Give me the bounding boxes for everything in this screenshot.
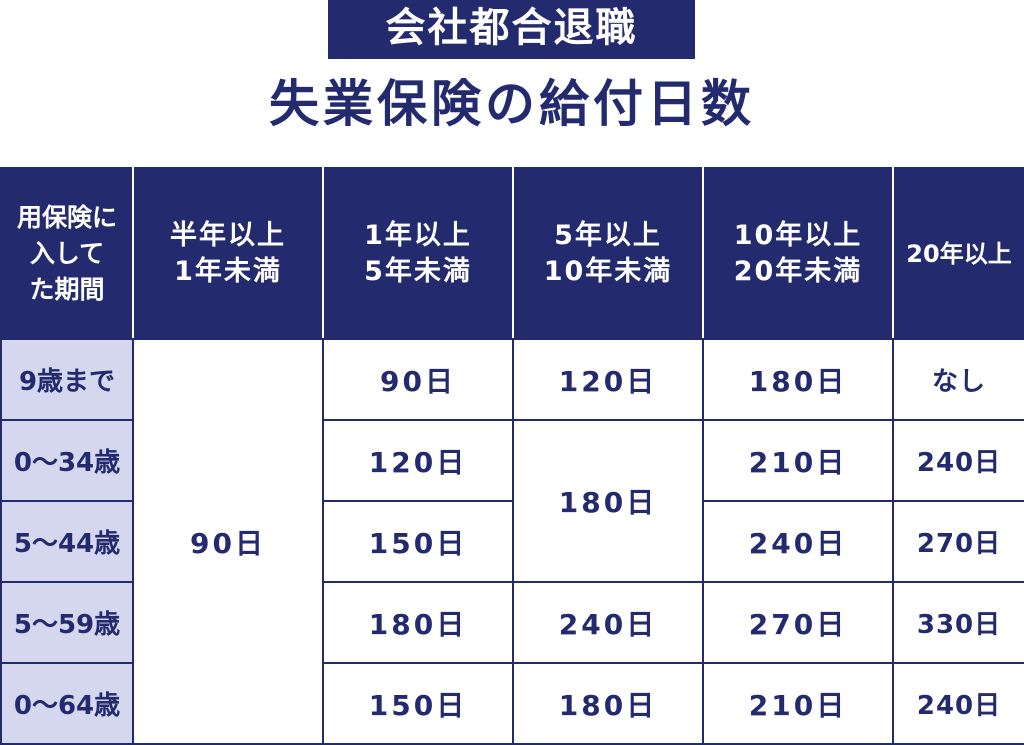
table-cell: 240日	[512, 581, 704, 664]
category-banner: 会社都合退職	[328, 0, 695, 59]
column-header-line: 20年未満	[733, 255, 863, 287]
corner-header-line: た期間	[29, 274, 105, 304]
table-cell: 90日	[322, 338, 514, 421]
column-header-line: 1年未満	[174, 255, 282, 287]
benefit-days-table: 用保険に入してた期間 半年以上 1年未満 1年以上 5年未満 5年以上 10年未満 1…	[0, 167, 1024, 745]
table-row: 5〜44歳 150日 240日 270日	[0, 500, 1024, 583]
column-header-line: 5年以上	[554, 219, 662, 251]
column-header: 20年以上	[892, 167, 1024, 340]
table-row: 0〜34歳 120日 180日 210日 240日	[0, 419, 1024, 583]
column-header: 10年以上 20年未満	[702, 167, 894, 340]
table-row: 5〜59歳 180日 240日 270日 330日	[0, 581, 1024, 664]
column-header: 1年以上 5年未満	[322, 167, 514, 340]
table-row: 9歳まで 90日 90日 120日 180日 なし	[0, 338, 1024, 745]
column-header-line: 10年未満	[543, 255, 673, 287]
page-title: 失業保険の給付日数	[269, 75, 755, 133]
table-cell: 240日	[892, 419, 1024, 502]
merged-cell: 90日	[132, 338, 324, 745]
table-cell: 150日	[322, 662, 514, 745]
age-cell: 0〜64歳	[0, 662, 134, 745]
column-header: 5年以上 10年未満	[512, 167, 704, 340]
table-cell: 240日	[892, 662, 1024, 745]
table-cell: 150日	[322, 500, 514, 583]
table-cell: 180日	[322, 581, 514, 664]
table-cell: 210日	[702, 662, 894, 745]
column-header-line: 20年以上	[906, 239, 1012, 268]
table-cell: 120日	[512, 338, 704, 421]
merged-cell: 180日	[512, 419, 704, 583]
corner-header-line: 用保険に	[16, 202, 117, 232]
column-header: 半年以上 1年未満	[132, 167, 324, 340]
header-row: 用保険に入してた期間 半年以上 1年未満 1年以上 5年未満 5年以上 10年未満 1…	[0, 167, 1024, 340]
table-cell: 180日	[702, 338, 894, 421]
column-header-line: 5年未満	[364, 255, 472, 287]
table-cell: 120日	[322, 419, 514, 502]
age-cell: 9歳まで	[0, 338, 134, 421]
table-cell: 330日	[892, 581, 1024, 664]
table-cell: 270日	[892, 500, 1024, 583]
corner-header-line: 入して	[29, 238, 105, 268]
table-cell: 240日	[702, 500, 894, 583]
age-cell: 0〜34歳	[0, 419, 134, 502]
corner-header: 用保険に入してた期間	[0, 167, 134, 340]
table-cell: なし	[892, 338, 1024, 421]
table-cell: 210日	[702, 419, 894, 502]
table-cell: 270日	[702, 581, 894, 664]
table-cell: 180日	[512, 662, 704, 745]
age-cell: 5〜44歳	[0, 500, 134, 583]
column-header-line: 10年以上	[733, 219, 863, 251]
column-header-line: 1年以上	[364, 219, 472, 251]
column-header-line: 半年以上	[170, 219, 286, 251]
age-cell: 5〜59歳	[0, 581, 134, 664]
